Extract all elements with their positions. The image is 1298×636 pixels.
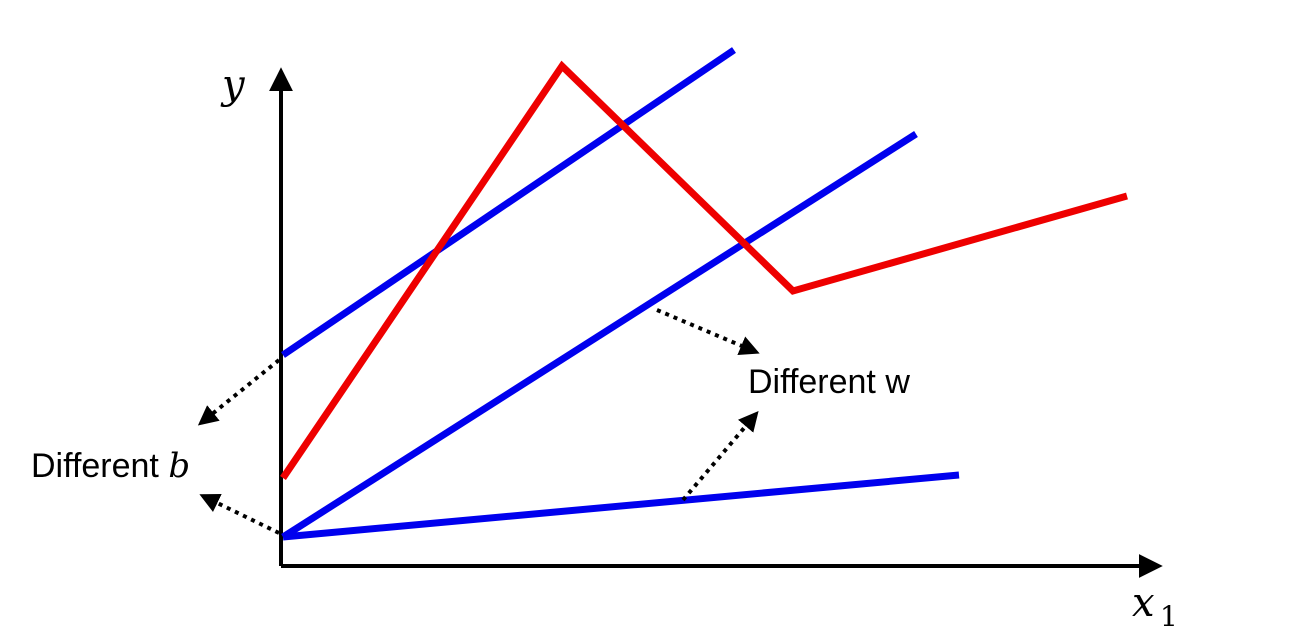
different-b-text: Different <box>31 447 168 485</box>
different-b-arrow-lower <box>199 494 280 535</box>
different-b-var: b <box>168 446 190 486</box>
blue-line-steep <box>281 131 918 540</box>
different-w-label: Different w <box>748 363 910 401</box>
blue-line-high-intercept <box>281 47 736 358</box>
different-w-arrow-upper <box>656 308 760 355</box>
different-b-label: Different b <box>31 446 190 486</box>
different-w-arrow-lower <box>681 410 759 502</box>
different-b-arrow-upper <box>197 358 281 426</box>
x-axis-label: x <box>1132 580 1155 626</box>
x-axis-subscript: 1 <box>1160 600 1178 633</box>
red-piecewise-curve <box>280 60 1128 480</box>
y-axis-label: y <box>220 62 246 108</box>
blue-line-shallow <box>282 471 960 541</box>
